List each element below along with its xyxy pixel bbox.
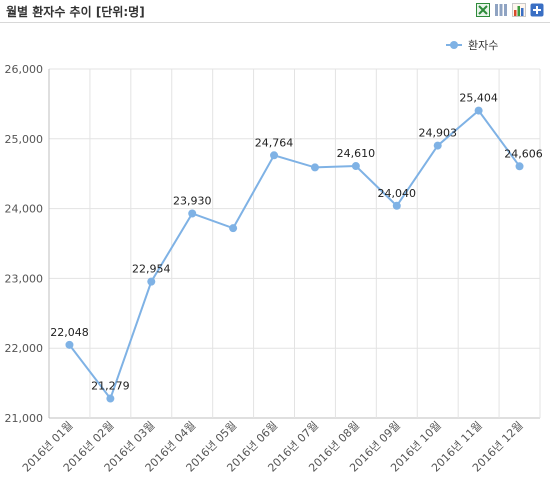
data-point[interactable] xyxy=(188,209,197,218)
data-point[interactable] xyxy=(392,201,401,210)
line-chart: 21,00022,00023,00024,00025,00026,0002016… xyxy=(5,39,543,475)
series-line xyxy=(68,109,521,401)
y-tick-label: 21,000 xyxy=(5,412,44,425)
y-tick-label: 25,000 xyxy=(5,133,44,146)
chart-toolbar xyxy=(476,3,544,17)
table-view-icon[interactable] xyxy=(494,3,508,17)
data-label: 24,606 xyxy=(504,147,543,160)
data-point[interactable] xyxy=(310,163,319,172)
excel-export-icon[interactable] xyxy=(476,3,490,17)
legend-label[interactable]: 환자수 xyxy=(468,39,498,52)
y-tick-label: 22,000 xyxy=(5,342,44,355)
data-label: 23,930 xyxy=(173,194,212,207)
data-point[interactable] xyxy=(147,277,156,286)
data-label: 24,764 xyxy=(255,136,294,149)
data-point[interactable] xyxy=(515,162,524,171)
y-tick-label: 23,000 xyxy=(5,272,44,285)
data-label: 25,404 xyxy=(459,92,498,105)
data-label: 24,610 xyxy=(337,147,376,160)
data-label: 24,903 xyxy=(418,127,457,140)
y-tick-label: 24,000 xyxy=(5,203,44,216)
legend-marker xyxy=(450,41,458,49)
data-label: 22,048 xyxy=(50,326,89,339)
data-label: 22,954 xyxy=(132,263,171,276)
data-point[interactable] xyxy=(433,141,442,150)
y-tick-label: 26,000 xyxy=(5,63,44,76)
data-label: 21,279 xyxy=(91,380,130,393)
expand-plus-icon[interactable] xyxy=(530,3,544,17)
data-point[interactable] xyxy=(351,162,360,171)
data-point[interactable] xyxy=(270,151,279,160)
bar-chart-icon[interactable] xyxy=(512,3,526,17)
data-point[interactable] xyxy=(106,394,115,403)
data-label: 24,040 xyxy=(378,187,417,200)
data-point[interactable] xyxy=(65,340,74,349)
chart-header: 월별 환자수 추이 [단위:명] xyxy=(0,0,550,23)
data-point[interactable] xyxy=(474,106,483,115)
data-point[interactable] xyxy=(229,224,238,233)
chart-title: 월별 환자수 추이 [단위:명] xyxy=(6,5,145,19)
